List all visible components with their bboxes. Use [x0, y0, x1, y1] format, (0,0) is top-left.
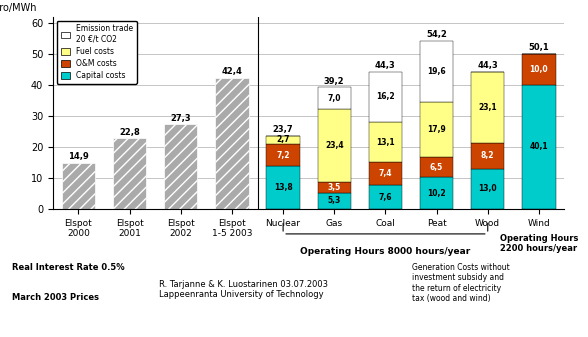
Text: 3,5: 3,5: [328, 183, 341, 192]
Text: Real Interest Rate 0.5%: Real Interest Rate 0.5%: [12, 263, 125, 272]
Bar: [113, 138, 146, 209]
Text: Generation Costs without
investment subsidy and
the return of electricity
tax (w: Generation Costs without investment subs…: [412, 263, 509, 303]
Bar: [318, 88, 351, 109]
Bar: [318, 182, 351, 192]
Text: 44,3: 44,3: [375, 61, 396, 70]
Text: 50,1: 50,1: [529, 43, 549, 52]
Text: 14,9: 14,9: [68, 152, 89, 161]
Bar: [420, 177, 453, 209]
Legend: Emission trade
20 €/t CO2, Fuel costs, O&M costs, Capital costs: Emission trade 20 €/t CO2, Fuel costs, O…: [56, 21, 137, 84]
Text: March 2003 Prices: March 2003 Prices: [12, 293, 99, 302]
Text: 40,1: 40,1: [530, 142, 548, 151]
Bar: [369, 122, 402, 162]
Text: 39,2: 39,2: [324, 77, 345, 86]
Text: 17,9: 17,9: [427, 125, 446, 134]
Text: 7,2: 7,2: [276, 151, 290, 159]
Bar: [522, 54, 556, 85]
Text: 7,6: 7,6: [379, 193, 392, 202]
Text: 5,3: 5,3: [328, 196, 341, 205]
Bar: [471, 143, 505, 168]
Text: R. Tarjanne & K. Luostarinen 03.07.2003
Lappeenranta University of Technology: R. Tarjanne & K. Luostarinen 03.07.2003 …: [159, 280, 328, 299]
Text: 19,6: 19,6: [427, 67, 446, 76]
Text: Operating Hours
2200 hours/year: Operating Hours 2200 hours/year: [500, 234, 578, 253]
Text: 16,2: 16,2: [376, 92, 395, 101]
Text: 2,7: 2,7: [276, 135, 290, 144]
Bar: [318, 109, 351, 182]
Bar: [471, 168, 505, 209]
Bar: [522, 85, 556, 209]
Bar: [266, 166, 300, 209]
Text: 10,2: 10,2: [427, 189, 446, 197]
Text: 13,8: 13,8: [274, 183, 292, 192]
Bar: [318, 192, 351, 209]
Text: 23,1: 23,1: [479, 103, 497, 112]
Y-axis label: euro/MWh: euro/MWh: [0, 3, 36, 13]
Text: 23,7: 23,7: [273, 125, 293, 134]
Text: 42,4: 42,4: [222, 67, 242, 76]
Text: 7,0: 7,0: [328, 94, 341, 103]
Text: 22,8: 22,8: [119, 128, 140, 137]
Text: 27,3: 27,3: [171, 114, 191, 123]
Bar: [420, 102, 453, 157]
Bar: [471, 72, 505, 143]
Bar: [266, 144, 300, 166]
Bar: [62, 163, 95, 209]
Bar: [420, 41, 453, 102]
Bar: [420, 157, 453, 177]
Bar: [164, 124, 198, 209]
Text: 13,1: 13,1: [376, 138, 395, 147]
Bar: [369, 185, 402, 209]
Text: Operating Hours 8000 hours/year: Operating Hours 8000 hours/year: [300, 247, 470, 256]
Text: 13,0: 13,0: [479, 184, 497, 193]
Text: 23,4: 23,4: [325, 141, 343, 150]
Text: 44,3: 44,3: [477, 61, 498, 70]
Text: 7,4: 7,4: [379, 170, 392, 178]
Bar: [369, 72, 402, 122]
Bar: [215, 78, 249, 209]
Text: 10,0: 10,0: [530, 65, 548, 74]
Text: 8,2: 8,2: [481, 151, 495, 160]
Text: 54,2: 54,2: [426, 30, 447, 39]
Bar: [266, 135, 300, 144]
Bar: [369, 162, 402, 185]
Text: 6,5: 6,5: [430, 163, 443, 172]
